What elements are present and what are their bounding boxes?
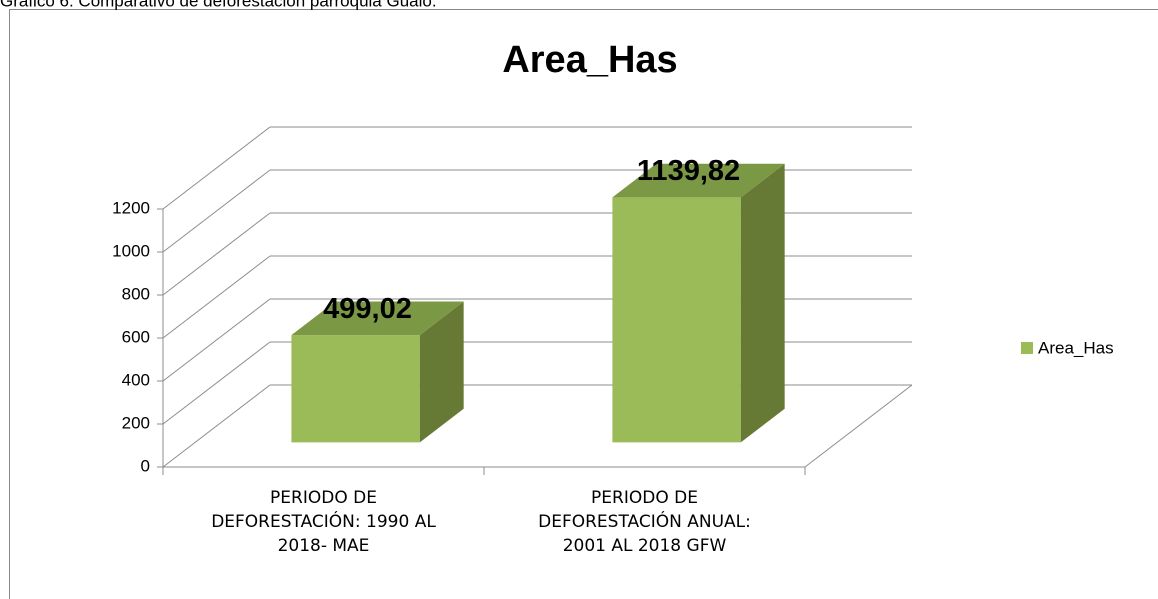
y-tick-label: 800 [122, 284, 150, 303]
chart-frame [9, 9, 1158, 599]
y-tick-label: 600 [122, 327, 150, 346]
grid-line [162, 341, 271, 425]
data-label: 1139,82 [637, 155, 740, 187]
bar-front [612, 197, 741, 443]
legend-swatch [1021, 342, 1033, 354]
bar [612, 163, 785, 443]
grid-line [162, 169, 271, 253]
y-tick-label: 0 [141, 456, 150, 475]
y-tick-label: 1200 [112, 198, 150, 217]
bar-front [291, 335, 420, 443]
bar [291, 301, 464, 443]
legend-label: Area_Has [1038, 338, 1114, 357]
x-tick-label: PERIODO DE DEFORESTACIÓN: 1990 AL 2018- … [211, 488, 436, 556]
y-tick-label: 200 [122, 413, 150, 432]
data-label: 499,02 [323, 293, 412, 325]
bar-side [419, 301, 464, 443]
x-tick-label: PERIODO DE DEFORESTACIÓN ANUAL: 2001 AL … [538, 488, 751, 556]
y-tick-label: 1000 [112, 241, 150, 260]
y-tick-label: 400 [122, 370, 150, 389]
caption: Gráfico 6. Comparativo de deforestación … [0, 0, 437, 10]
grid-line [162, 384, 271, 468]
bar-side [740, 163, 785, 443]
grid-line [162, 298, 271, 382]
bar-top [612, 163, 785, 198]
bar-top [291, 301, 464, 336]
grid-line [162, 212, 271, 296]
floor-edge [804, 384, 913, 468]
grid-line [162, 126, 271, 210]
grid-line [162, 255, 271, 339]
chart-title: Area_Has [502, 39, 677, 81]
